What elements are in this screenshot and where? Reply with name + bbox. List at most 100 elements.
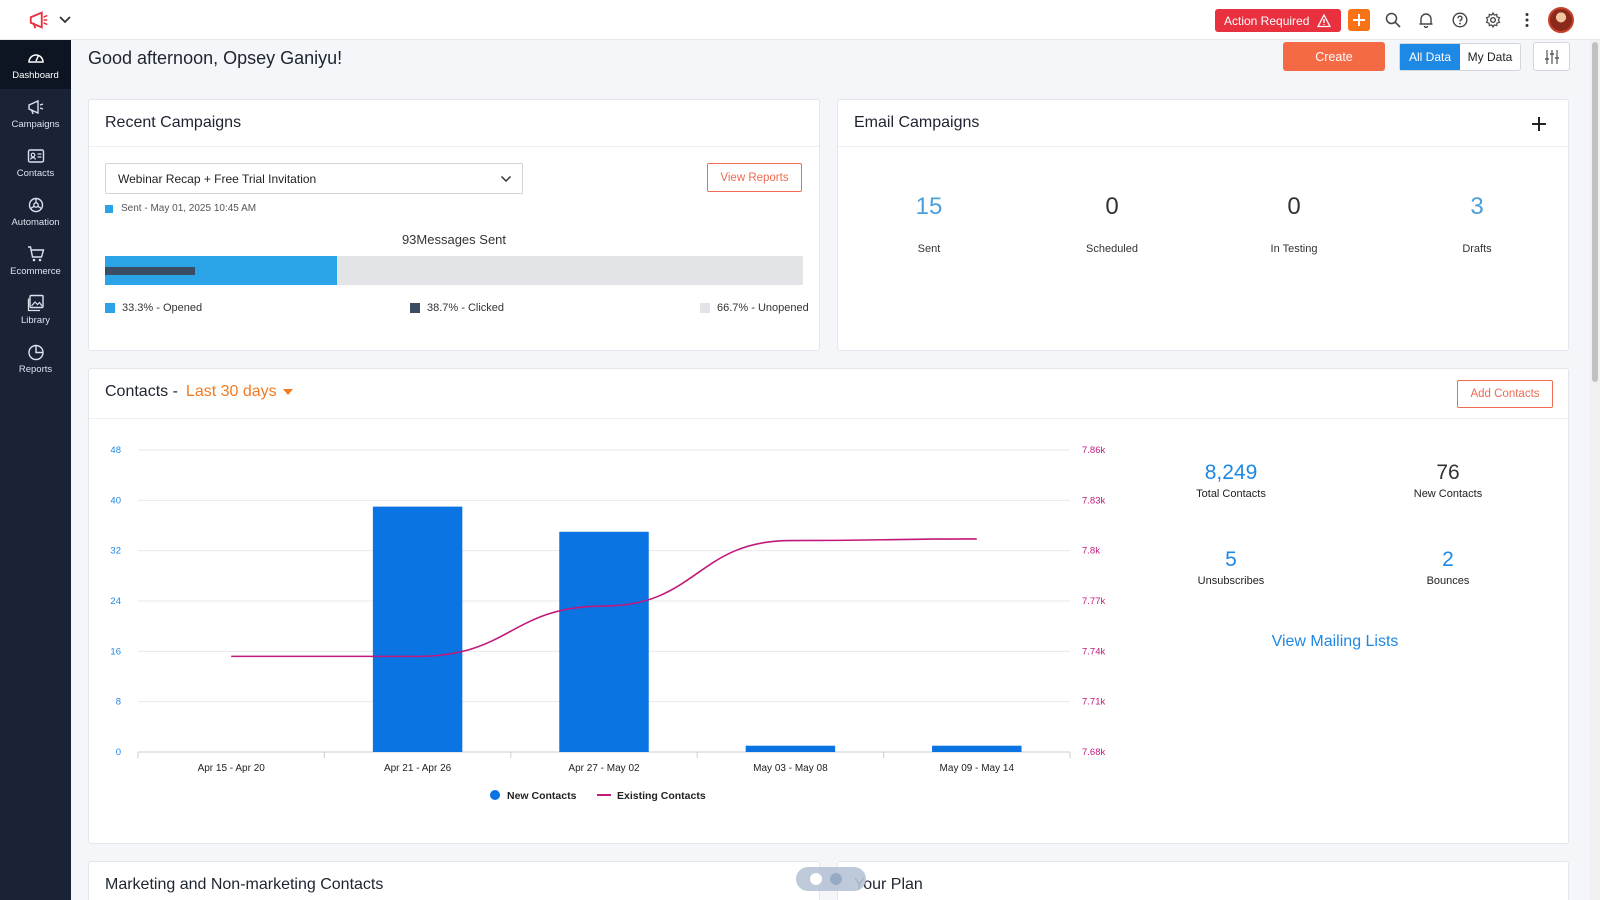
x-tick-label: Apr 21 - Apr 26 <box>384 763 452 774</box>
y-left-tick-label: 8 <box>116 697 121 708</box>
my-data-tab[interactable]: My Data <box>1467 50 1513 64</box>
y-right-tick-label: 7.83k <box>1082 495 1105 506</box>
action-required-label: Action Required <box>1224 13 1310 28</box>
legend-opened-label: 33.3% - Opened <box>122 302 203 314</box>
notifications-button[interactable] <box>1416 10 1436 30</box>
stat-value: 15 <box>915 193 943 220</box>
sidebar-item-label: Reports <box>18 363 53 375</box>
warning-icon <box>1317 13 1332 27</box>
sidebar-item-automation[interactable]: Automation <box>0 187 71 236</box>
automation-icon <box>28 197 43 212</box>
y-left-tick-label: 0 <box>116 747 121 758</box>
action-required-button[interactable]: Action Required <box>1215 9 1341 32</box>
email-campaigns-card <box>837 99 1569 351</box>
all-data-tab[interactable]: All Data <box>1400 44 1460 70</box>
view-reports-button[interactable]: View Reports <box>707 163 802 192</box>
sidebar-item-label: Ecommerce <box>10 265 61 277</box>
new-contacts-stat[interactable]: 76 New Contacts <box>1363 461 1533 500</box>
sidebar-item-label: Contacts <box>16 167 55 179</box>
stat-in-testing[interactable]: 0 In Testing <box>1224 193 1364 255</box>
scrollbar-thumb[interactable] <box>1592 42 1598 382</box>
customize-button[interactable] <box>1533 42 1570 71</box>
add-email-campaign-icon[interactable] <box>1530 115 1548 133</box>
stat-value: 0 <box>1287 193 1301 220</box>
stat-label: Scheduled <box>1086 243 1138 255</box>
dashboard-icon <box>27 53 44 63</box>
stat-value: 8,249 <box>1204 461 1258 484</box>
sidebar-item-campaigns[interactable]: Campaigns <box>0 89 71 138</box>
stat-label: Total Contacts <box>1196 488 1266 500</box>
y-right-tick-label: 7.86k <box>1082 445 1105 456</box>
stat-value: 5 <box>1225 548 1237 571</box>
bell-icon <box>1419 13 1433 28</box>
campaigns-logo-icon[interactable] <box>28 9 50 31</box>
add-contacts-button[interactable]: Add Contacts <box>1457 380 1553 408</box>
contacts-title-text: Contacts - <box>105 383 178 400</box>
new-contacts-bar <box>372 506 463 752</box>
marketing-contacts-card <box>88 861 820 900</box>
campaign-select[interactable]: Webinar Recap + Free Trial Invitation <box>105 163 523 194</box>
y-right-tick-label: 7.77k <box>1082 596 1105 607</box>
total-contacts-stat[interactable]: 8,249 Total Contacts <box>1146 461 1316 500</box>
stat-value: 0 <box>1105 193 1119 220</box>
caret-down-icon <box>282 389 293 395</box>
sidebar-item-ecommerce[interactable]: Ecommerce <box>0 236 71 285</box>
legend-new-contacts-label: New Contacts <box>507 790 577 802</box>
date-range-dropdown[interactable]: Last 30 days <box>186 383 293 401</box>
avatar[interactable] <box>1548 7 1574 33</box>
chevron-down-icon[interactable] <box>58 12 72 26</box>
legend-opened: 33.3% - Opened <box>105 302 202 314</box>
sent-indicator <box>105 204 113 213</box>
help-icon <box>1452 12 1468 28</box>
stat-label: Unsubscribes <box>1197 575 1265 587</box>
contacts-title: Contacts - Last 30 days <box>105 383 293 401</box>
divider <box>89 146 819 147</box>
y-right-tick-label: 7.8k <box>1082 546 1100 557</box>
search-icon <box>1385 12 1401 28</box>
settings-button[interactable] <box>1483 10 1503 30</box>
megaphone-icon <box>27 99 43 114</box>
legend-unopened: 66.7% - Unopened <box>700 302 809 314</box>
bounces-stat[interactable]: 2 Bounces <box>1363 548 1533 587</box>
x-tick-label: Apr 27 - May 02 <box>568 763 640 774</box>
sent-info: Sent - May 01, 2025 10:45 AM <box>105 203 256 214</box>
clicked-swatch <box>410 303 420 313</box>
scrollbar-track[interactable] <box>1590 40 1600 900</box>
view-mailing-lists-link[interactable]: View Mailing Lists <box>1271 633 1399 650</box>
stat-label: Sent <box>917 243 941 255</box>
x-tick-label: Apr 15 - Apr 20 <box>198 763 266 774</box>
existing-contacts-line <box>231 538 977 658</box>
sidebar-item-reports[interactable]: Reports <box>0 334 71 383</box>
contact-card-icon <box>27 148 44 163</box>
search-button[interactable] <box>1383 10 1403 30</box>
stat-label: Bounces <box>1426 575 1470 587</box>
unsubscribes-stat[interactable]: 5 Unsubscribes <box>1146 548 1316 587</box>
sidebar-item-library[interactable]: Library <box>0 285 71 334</box>
create-button[interactable]: Create <box>1283 42 1385 71</box>
stat-value: 3 <box>1470 193 1484 220</box>
stat-scheduled[interactable]: 0 Scheduled <box>1042 193 1182 255</box>
opened-swatch <box>105 303 115 313</box>
quick-add-button[interactable] <box>1348 9 1370 31</box>
sidebar-item-label: Dashboard <box>12 69 59 81</box>
more-menu-button[interactable] <box>1517 10 1537 30</box>
divider <box>838 146 1568 147</box>
y-right-tick-label: 7.71k <box>1082 697 1105 708</box>
sidebar-item-label: Automation <box>11 216 60 228</box>
sidebar-item-contacts[interactable]: Contacts <box>0 138 71 187</box>
clicked-bar <box>105 267 196 275</box>
x-tick-label: May 09 - May 14 <box>940 763 1015 774</box>
new-contacts-bar <box>745 745 836 752</box>
stat-drafts[interactable]: 3 Drafts <box>1407 193 1547 255</box>
stat-sent[interactable]: 15 Sent <box>859 193 999 255</box>
view-toggle-pill[interactable] <box>796 867 866 891</box>
help-button[interactable] <box>1450 10 1470 30</box>
legend-clicked: 38.7% - Clicked <box>410 302 504 314</box>
stat-value: 76 <box>1436 461 1460 484</box>
sidebar-item-dashboard[interactable]: Dashboard <box>0 40 71 89</box>
recent-campaigns-title: Recent Campaigns <box>105 114 242 131</box>
data-scope-toggle: All Data My Data <box>1399 43 1521 71</box>
legend-new-contacts-swatch <box>490 790 500 800</box>
y-right-tick-label: 7.68k <box>1082 747 1105 758</box>
recent-campaigns-card <box>88 99 820 351</box>
